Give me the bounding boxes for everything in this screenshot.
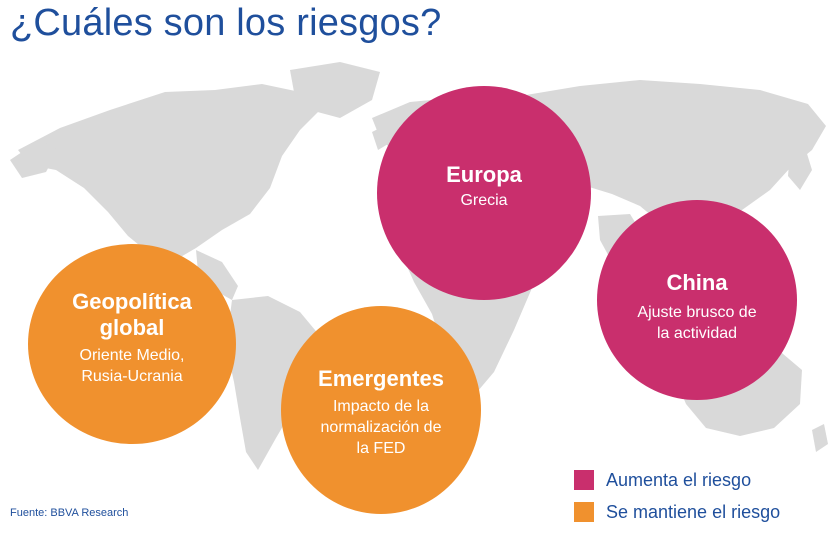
china-subtitle: Ajuste brusco de la actividad — [637, 304, 757, 342]
south-america-shape — [226, 296, 320, 470]
emergentes-subtitle: Impacto de la normalización de la FED — [320, 398, 442, 457]
central-america-shape — [196, 250, 238, 300]
page-title: ¿Cuáles son los riesgos? — [10, 2, 442, 44]
geopolitica-bubble: Geopolítica global Oriente Medio, Rusia-… — [28, 244, 236, 444]
north-america-shape — [18, 84, 318, 262]
legend-swatch-pink — [574, 470, 594, 490]
alaska-shape — [10, 140, 58, 178]
legend-label-mantiene: Se mantiene el riesgo — [606, 501, 781, 522]
legend-item-aumenta: Aumenta el riesgo — [574, 464, 780, 496]
geopolitica-heading: Geopolítica global — [72, 289, 192, 340]
legend: Aumenta el riesgo Se mantiene el riesgo — [574, 464, 780, 528]
legend-item-mantiene: Se mantiene el riesgo — [574, 496, 780, 528]
greenland-shape — [290, 62, 380, 118]
uk-shape — [372, 126, 388, 150]
emergentes-heading: Emergentes — [318, 366, 444, 391]
china-bubble: China Ajuste brusco de la actividad — [597, 200, 797, 400]
legend-label-aumenta: Aumenta el riesgo — [606, 469, 752, 490]
geopolitica-subtitle: Oriente Medio, Rusia-Ucrania — [79, 347, 185, 385]
new-zealand-shape — [812, 424, 828, 452]
source-note: Fuente: BBVA Research — [10, 507, 129, 519]
europa-heading: Europa — [446, 162, 522, 187]
emergentes-bubble: Emergentes Impacto de la normalización d… — [281, 306, 481, 514]
asia-shape — [520, 80, 826, 236]
europa-bubble: Europa Grecia — [377, 86, 591, 300]
china-heading: China — [666, 270, 728, 295]
europa-subtitle: Grecia — [460, 192, 508, 209]
japan-shape — [788, 144, 812, 190]
legend-swatch-orange — [574, 502, 594, 522]
